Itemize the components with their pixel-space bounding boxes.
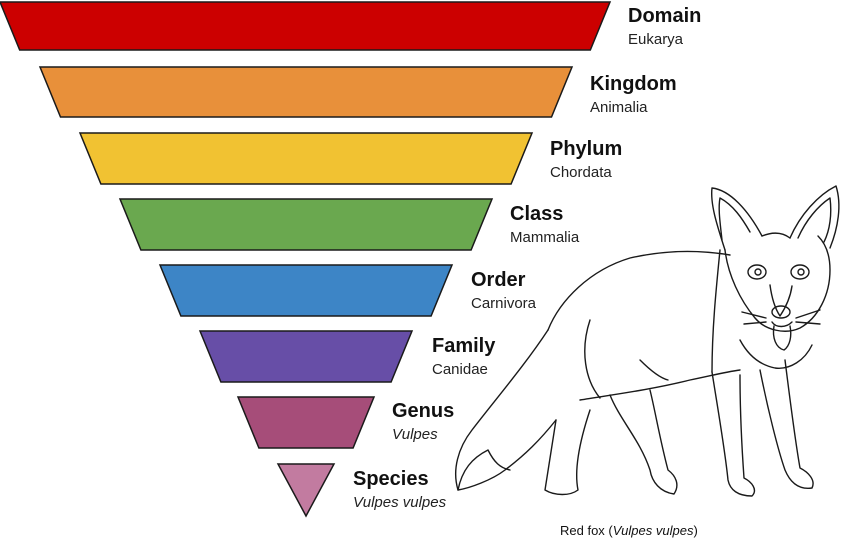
rank-value-kingdom: Animalia (590, 99, 648, 116)
rank-value-class: Mammalia (510, 229, 580, 246)
rank-label-family: Family (432, 335, 496, 357)
rank-label-phylum: Phylum (550, 138, 622, 160)
taxonomy-pyramid: Domain Eukarya Kingdom Animalia Phylum Chorda… (0, 1, 701, 518)
rank-label-genus: Genus (392, 400, 454, 422)
rank-value-family: Canidae (432, 361, 488, 378)
band-species (276, 463, 336, 518)
fox-caption: Red fox (Vulpes vulpes) (560, 523, 698, 538)
rank-value-domain: Eukarya (628, 31, 684, 48)
band-genus (236, 396, 376, 449)
rank-value-order: Carnivora (471, 295, 537, 312)
band-family (198, 330, 414, 383)
rank-label-class: Class (510, 203, 563, 225)
rank-label-domain: Domain (628, 5, 701, 27)
red-fox-line-drawing-icon (455, 185, 840, 497)
rank-label-order: Order (471, 269, 526, 291)
band-phylum (78, 132, 534, 185)
rank-value-genus: Vulpes (392, 426, 438, 443)
rank-value-phylum: Chordata (550, 164, 612, 181)
band-class (118, 198, 494, 251)
band-order (158, 264, 454, 317)
fox-caption-scientific: Vulpes vulpes (613, 523, 694, 538)
band-kingdom (38, 66, 574, 118)
rank-label-species: Species (353, 468, 429, 490)
band-domain (0, 1, 612, 51)
rank-label-kingdom: Kingdom (590, 73, 677, 95)
rank-value-species: Vulpes vulpes (353, 494, 447, 511)
